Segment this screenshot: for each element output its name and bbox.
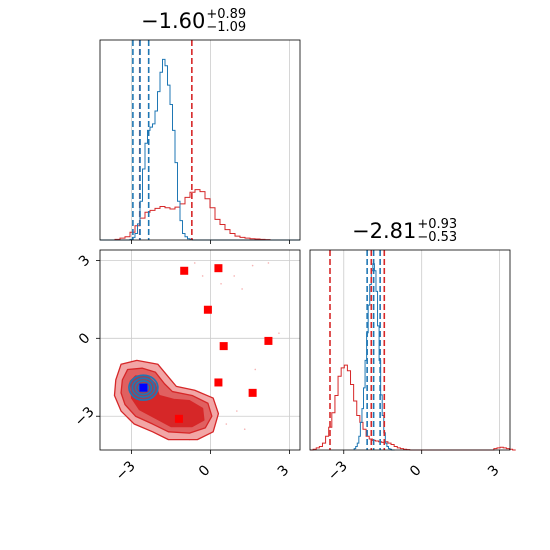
p2-xtick-label-1: 0 <box>407 462 425 480</box>
marginal-panel-param-2: −3 0 3 <box>309 249 516 484</box>
p1-bg <box>100 40 300 240</box>
posterior-contour-2 <box>134 380 153 396</box>
p3-sample-5 <box>220 282 222 285</box>
p2-xtick-label-2: 3 <box>485 462 503 480</box>
title-param-2-median: −2.81 <box>352 219 417 243</box>
p3-xtick-label-0: −3 <box>113 458 139 484</box>
marker-posterior-point-0 <box>139 383 148 392</box>
p3-xtick-label-2: 3 <box>275 462 293 480</box>
p3-sample-1 <box>233 275 236 277</box>
marker-truth-3 <box>219 342 228 351</box>
p3-ytick-label-0: −3 <box>72 404 98 430</box>
p3-sample-8 <box>243 428 246 431</box>
p3-ytick-label-2: 3 <box>76 252 94 270</box>
p1-frame <box>99 39 301 241</box>
title-param-1: −1.60 +0.89 −1.09 <box>141 8 246 34</box>
marker-truth-1 <box>214 264 223 273</box>
marker-truth-6 <box>248 388 257 397</box>
marker-truth-5 <box>214 378 223 387</box>
p3-sample-6 <box>278 332 280 334</box>
title-param-1-plus: +0.89 <box>206 7 247 22</box>
marker-truth-4 <box>264 336 273 345</box>
marginal-panel-param-1 <box>99 39 301 244</box>
p3-sample-0 <box>193 262 196 264</box>
p3-sample-7 <box>236 410 238 412</box>
p3-sample-4 <box>241 288 243 290</box>
p2-xtick-label-0: −3 <box>325 458 351 484</box>
p3-ytick-label-1: 0 <box>76 330 94 348</box>
p3-sample-3 <box>201 275 204 277</box>
title-param-2: −2.81 +0.93 −0.53 <box>352 218 457 244</box>
marker-truth-2 <box>203 305 212 314</box>
title-param-2-plus: +0.93 <box>417 217 458 232</box>
p3-sample-2 <box>251 264 254 267</box>
title-param-2-minus: −0.53 <box>417 230 458 245</box>
joint-panel: −3 0 3 −3 0 3 <box>72 249 301 484</box>
p3-sample-11 <box>267 262 270 264</box>
title-param-1-minus: −1.09 <box>206 20 247 35</box>
p3-sample-13 <box>254 368 257 371</box>
p1-hist-prior <box>100 189 300 241</box>
p3-frame <box>99 249 301 451</box>
p3-sample-10 <box>225 423 228 425</box>
marker-truth-0 <box>180 266 189 275</box>
p3-xtick-label-1: 0 <box>196 462 214 480</box>
title-param-1-median: −1.60 <box>141 9 206 33</box>
marker-truth-7 <box>174 414 183 423</box>
posterior-contour-1 <box>131 377 156 398</box>
p2-frame <box>309 249 511 451</box>
p2-bg <box>310 250 510 450</box>
